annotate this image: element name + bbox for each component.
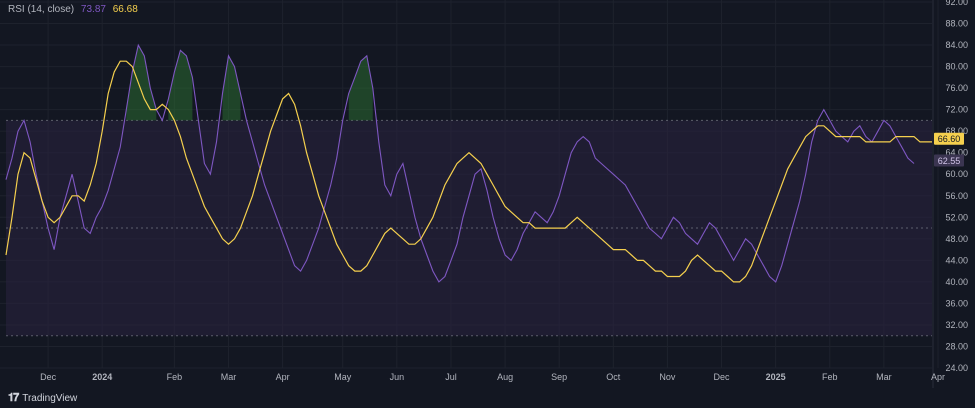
x-tick-label: Mar [221,372,237,382]
rsi-last-value-box [934,154,964,167]
y-tick-label: 60.00 [945,169,968,179]
y-tick-label: 92.00 [945,0,968,7]
x-tick-label: Feb [167,372,183,382]
x-tick-label: Apr [276,372,290,382]
tradingview-logo-icon: 𝟏𝟕 [8,392,19,404]
last-value-labels: 66.60 62.55 [934,132,964,167]
x-tick-label: Jul [445,372,457,382]
ma-last-value: 66.60 [938,134,961,144]
y-tick-label: 76.00 [945,83,968,93]
rsi-last-value: 62.55 [938,156,961,166]
brand[interactable]: 𝟏𝟕 TradingView [8,392,77,405]
y-tick-label: 32.00 [945,320,968,330]
y-tick-label: 52.00 [945,212,968,222]
overbought-region [126,45,157,121]
overbought-region [168,50,193,121]
y-tick-label: 48.00 [945,234,968,244]
x-axis[interactable]: Dec 2024 Feb Mar Apr May Jun Jul Aug Sep Oct Nov Dec… [40,372,975,382]
y-tick-label: 36.00 [945,298,968,308]
x-tick-label: 2025 [766,372,786,382]
x-tick-label: 2024 [92,372,112,382]
overbought-fill [126,45,373,121]
x-tick-label: Aug [497,372,513,382]
y-tick-label: 68.00 [945,126,968,136]
overbought-region [222,55,241,121]
x-tick-label: Dec [714,372,731,382]
x-tick-label: Jun [390,372,405,382]
y-tick-label: 56.00 [945,191,968,201]
ma-legend-value: 66.68 [112,4,138,15]
y-tick-label: 72.00 [945,105,968,115]
footer-bar [0,388,975,408]
y-tick-label: 84.00 [945,40,968,50]
ma-series-line [5,60,932,283]
y-tick-label: 40.00 [945,277,968,287]
y-axis[interactable]: 92.00 88.00 84.00 80.00 76.00 72.00 68.00 64.00… [945,0,968,373]
x-tick-label: Dec [40,372,57,382]
x-tick-label: May [334,372,352,382]
rsi-legend-value: 73.87 [80,4,106,15]
brand-name: TradingView [22,393,78,404]
ma-last-value-box [934,132,964,145]
rsi-series-line [5,43,915,283]
y-tick-label: 88.00 [945,19,968,29]
y-tick-label: 64.00 [945,148,968,158]
y-tick-label: 44.00 [945,255,968,265]
y-tick-label: 28.00 [945,341,968,351]
x-tick-label: Sep [551,372,567,382]
overbought-region [348,55,373,121]
y-tick-label: 24.00 [945,363,968,373]
x-tick-label: Mar [876,372,892,382]
y-tick-label: 80.00 [945,62,968,72]
x-tick-label: Apr [931,372,945,382]
x-tick-label: Oct [606,372,621,382]
indicator-legend[interactable]: RSI (14, close) 73.87 66.68 [8,4,138,15]
x-tick-label: Nov [659,372,676,382]
indicator-name: RSI (14, close) [8,4,75,15]
x-tick-label: Feb [822,372,838,382]
